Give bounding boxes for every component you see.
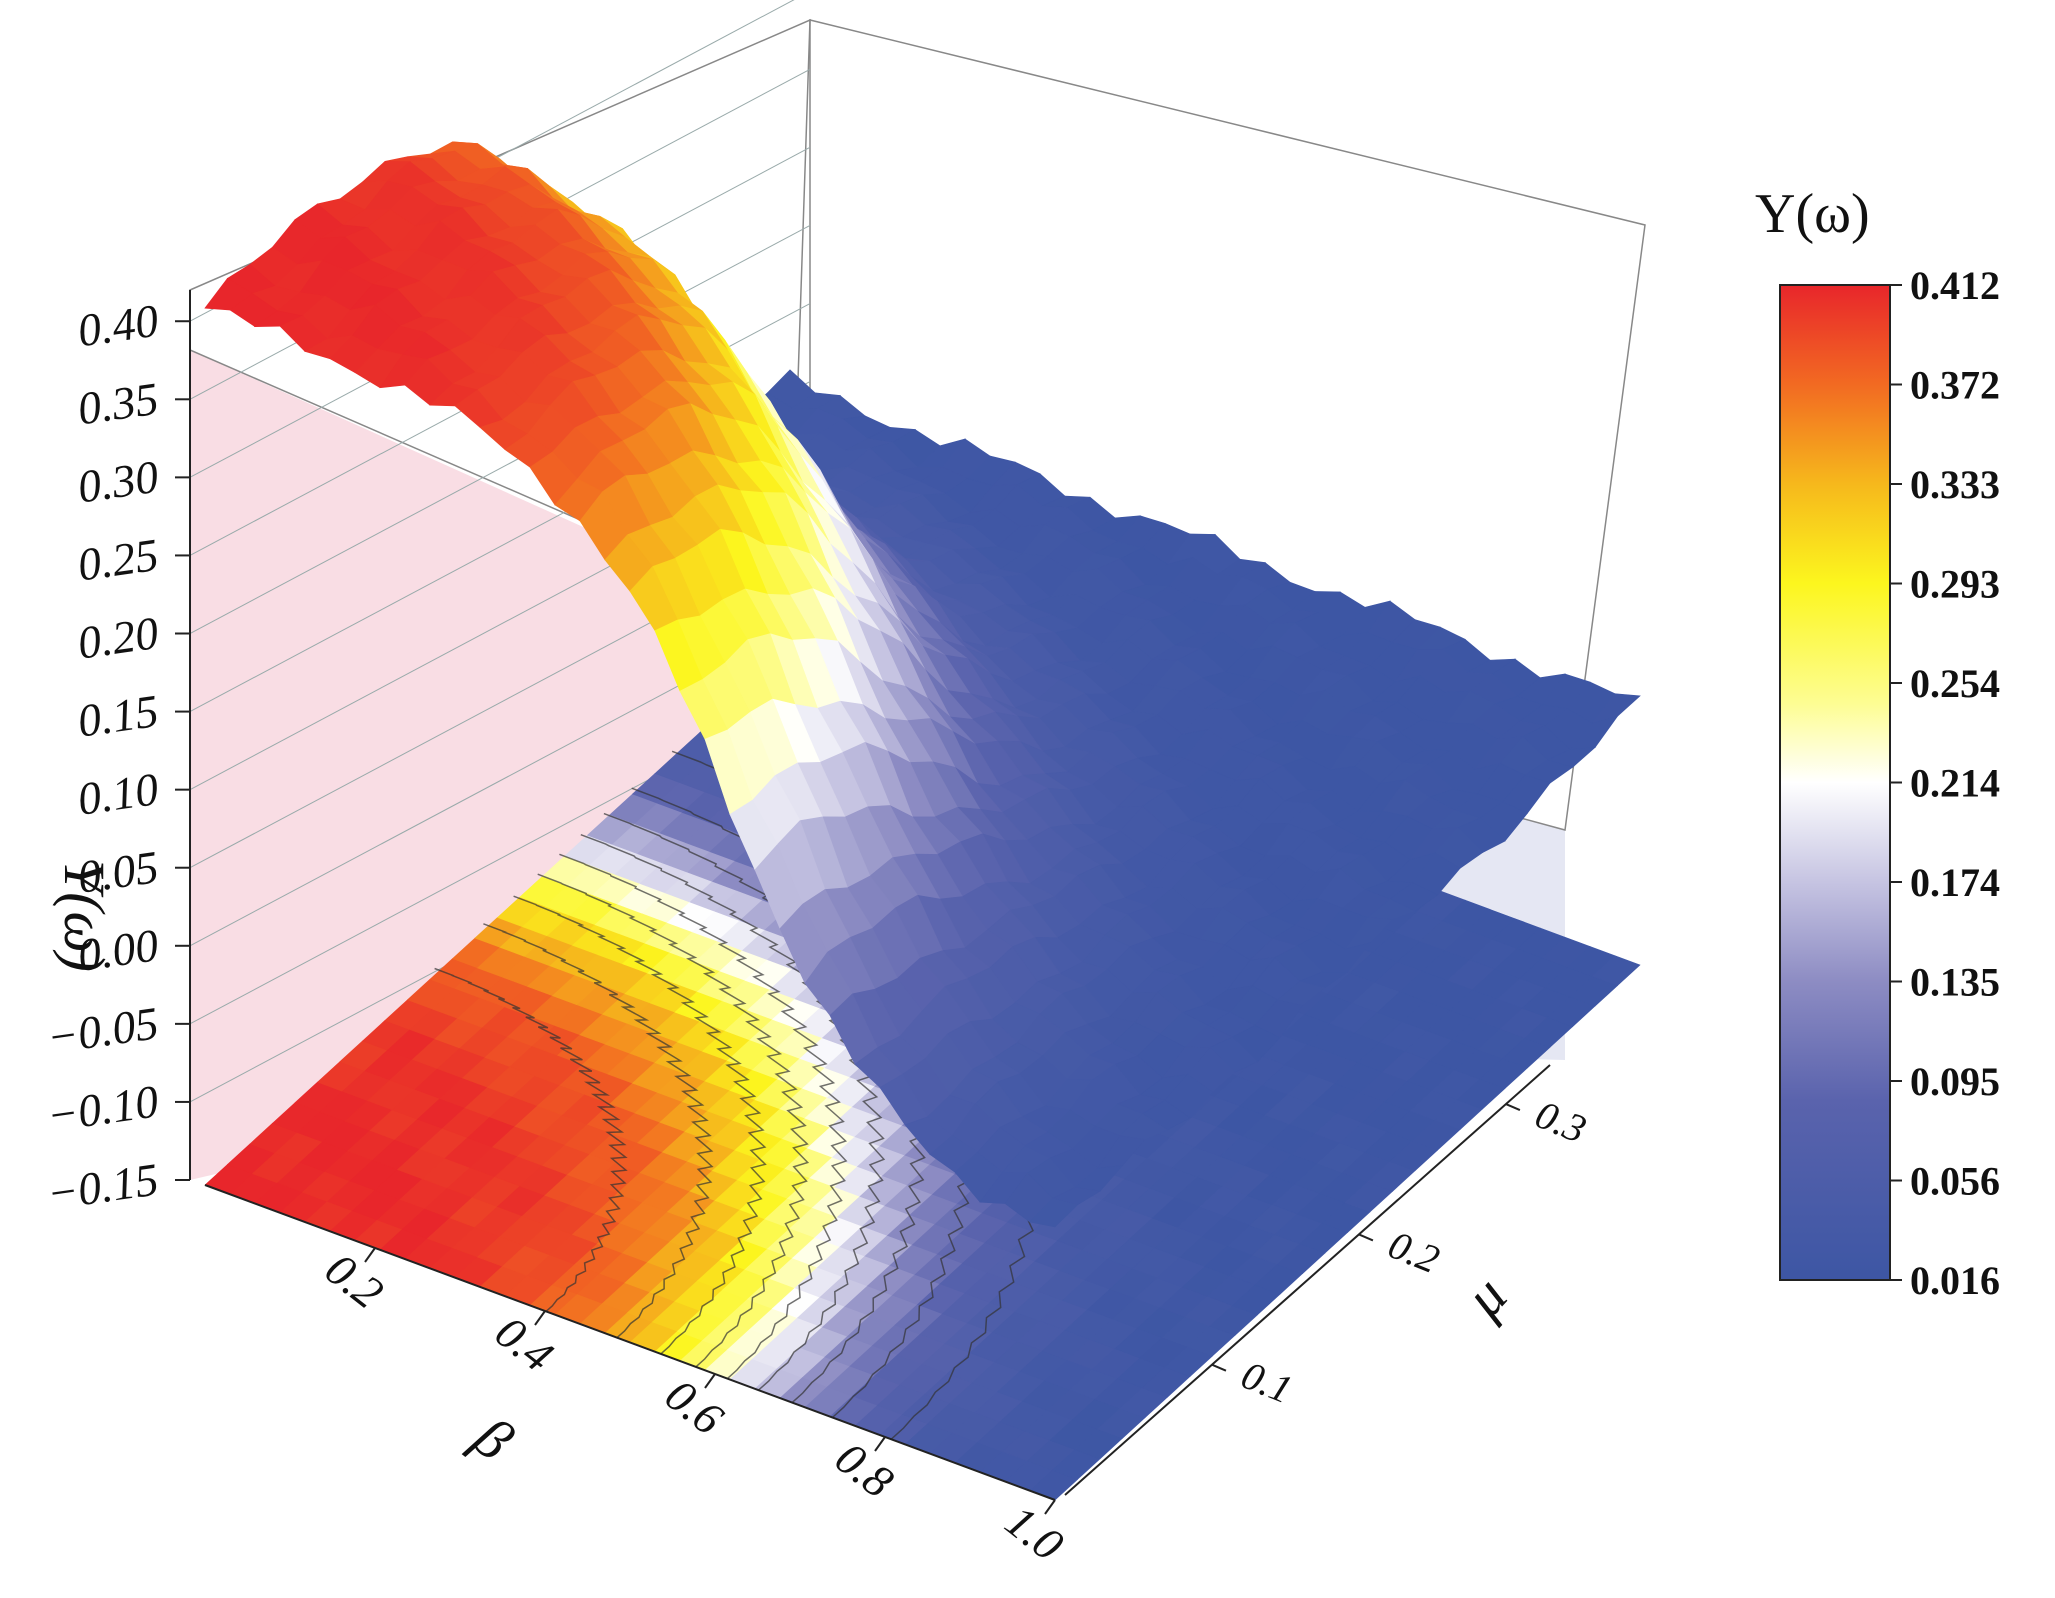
z-axis-label: Y(ω): [52, 860, 117, 972]
mu-axis-line: [1064, 1064, 1551, 1496]
z-tick-label: 0.15: [75, 685, 162, 747]
colorbar-tick-label: 0.095: [1910, 1059, 2000, 1104]
contour-line: [513, 895, 767, 1355]
z-tick-label: −0.10: [44, 1075, 162, 1141]
colorbar-tick-label: 0.254: [1910, 661, 2000, 706]
contour-line: [537, 873, 810, 1368]
contour-line: [483, 923, 714, 1339]
z-tick-label: 0.10: [75, 763, 162, 825]
beta-tick-mark: [364, 1247, 376, 1263]
colorbar-tick-label: 0.056: [1910, 1159, 2000, 1204]
colorbar-tick-label: 0.412: [1910, 263, 2000, 308]
beta-tick-mark: [704, 1373, 716, 1389]
colorbar-ticks: 0.412 0.372 0.333 0.293 0.254 0.214 0.174 0.135…: [1890, 263, 2000, 1303]
z-tick-label: 0.05: [75, 841, 162, 903]
contour-line: [580, 833, 886, 1391]
surface: [204, 141, 1641, 1228]
colorbar-tick-label: 0.016: [1910, 1258, 2000, 1303]
beta-tick-label: 0.8: [826, 1432, 903, 1508]
mu-tick-label: 0.2: [1382, 1222, 1445, 1282]
beta-tick-label: 0.4: [486, 1306, 563, 1382]
mu-tick-mark: [1505, 1103, 1521, 1112]
colorbar-tick-label: 0.333: [1910, 462, 2000, 507]
mu-tick-mark: [1211, 1363, 1227, 1372]
beta-tick-mark: [1044, 1499, 1056, 1515]
z-tick-label: 0.40: [75, 295, 162, 357]
colorbar-tick-label: 0.293: [1910, 562, 2000, 607]
contour-line: [434, 967, 628, 1312]
beta-axis-line: [204, 1184, 1056, 1501]
z-tick-label: −0.05: [44, 997, 162, 1063]
z-tick-label: 0.20: [75, 607, 162, 669]
colorbar-tick-label: 0.214: [1910, 761, 2000, 806]
beta-tick-label: 0.2: [316, 1243, 393, 1319]
contour-line: [559, 853, 848, 1380]
mu-tick-mark: [1358, 1233, 1374, 1242]
mu-tick-label: 0.1: [1235, 1352, 1298, 1412]
floor-cell: [1591, 955, 1641, 986]
beta-tick-mark: [534, 1310, 546, 1326]
beta-tick-label: 0.6: [656, 1369, 733, 1445]
beta-axis-label: β: [461, 1403, 525, 1473]
surface-cell: [1029, 1198, 1079, 1228]
z-tick-label: 0.30: [75, 451, 162, 513]
colorbar-tick-label: 0.135: [1910, 960, 2000, 1005]
beta-tick-label: 1.0: [996, 1495, 1073, 1571]
beta-tick-mark: [874, 1436, 886, 1452]
mu-axis-label: μ: [1451, 1264, 1519, 1330]
colorbar-tick-label: 0.174: [1910, 860, 2000, 905]
z-tick-label: −0.15: [44, 1153, 162, 1219]
colorbar-title: Y(ω): [1755, 183, 1870, 245]
z-tick-label: 0.25: [75, 529, 162, 591]
colorbar-tick-label: 0.372: [1910, 363, 2000, 408]
z-tick-label: 0.00: [75, 919, 162, 981]
z-tick-label: 0.35: [75, 373, 162, 435]
mu-tick-label: 0.3: [1529, 1091, 1592, 1151]
colorbar: [1779, 284, 1891, 1281]
